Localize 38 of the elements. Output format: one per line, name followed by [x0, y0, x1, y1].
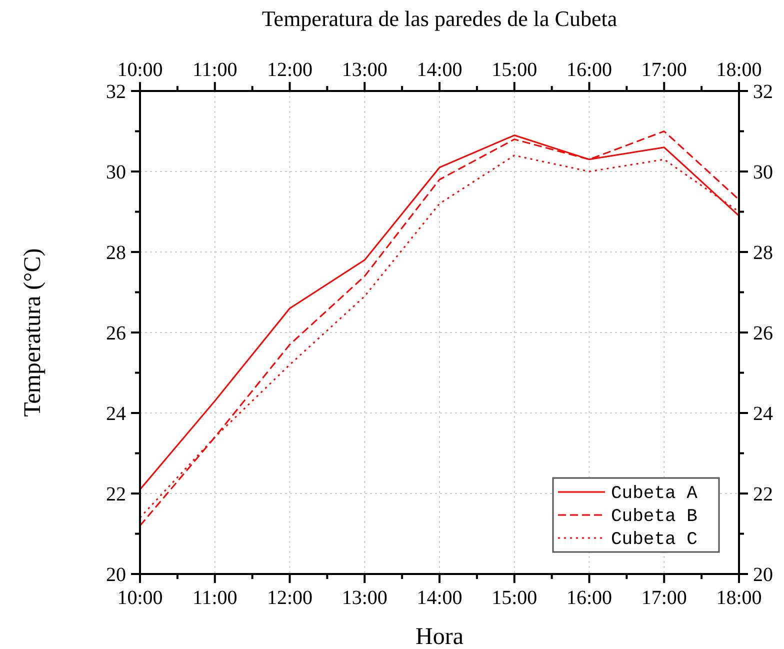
x2-tick-label: 14:00 [416, 587, 462, 609]
y2-tick-label: 20 [753, 564, 773, 586]
y-tick-label: 32 [106, 81, 126, 103]
x2-tick-label: 10:00 [117, 587, 163, 609]
y-tick-label: 26 [106, 322, 126, 344]
x2-tick-label: 12:00 [266, 587, 313, 609]
y-tick-label: 30 [106, 162, 126, 184]
x2-tick-label: 17:00 [641, 587, 687, 609]
x2-tick-label: 15:00 [492, 587, 538, 609]
x-tick-label: 12:00 [266, 59, 313, 81]
legend-label: Cubeta C [611, 530, 698, 550]
x-tick-label: 15:00 [492, 59, 538, 81]
y-tick-label: 22 [106, 484, 126, 506]
x-axis-title: Hora [416, 624, 464, 649]
y2-tick-label: 30 [753, 162, 773, 184]
legend-label: Cubeta B [611, 507, 698, 527]
y2-tick-label: 22 [753, 484, 773, 506]
legend-label: Cubeta A [611, 484, 698, 504]
x2-tick-label: 16:00 [566, 587, 612, 609]
y-tick-label: 20 [106, 564, 126, 586]
y2-tick-label: 28 [753, 242, 773, 264]
x-tick-label: 18:00 [716, 59, 762, 81]
x-tick-label: 11:00 [192, 59, 238, 81]
x2-tick-label: 13:00 [342, 587, 388, 609]
x-tick-label: 10:00 [117, 59, 163, 81]
x2-tick-label: 11:00 [192, 587, 238, 609]
y-axis-title: Temperatura (°C) [20, 248, 46, 417]
x-tick-label: 13:00 [342, 59, 388, 81]
y2-tick-label: 26 [753, 322, 773, 344]
y-tick-label: 28 [106, 242, 126, 264]
y2-tick-label: 32 [753, 81, 773, 103]
x2-tick-label: 18:00 [716, 587, 762, 609]
x-tick-label: 16:00 [566, 59, 612, 81]
y2-tick-label: 24 [753, 403, 773, 425]
chart-title: Temperatura de las paredes de la Cubeta [262, 6, 618, 31]
x-tick-label: 17:00 [641, 59, 687, 81]
y-tick-label: 24 [106, 403, 126, 425]
x-tick-label: 14:00 [416, 59, 462, 81]
